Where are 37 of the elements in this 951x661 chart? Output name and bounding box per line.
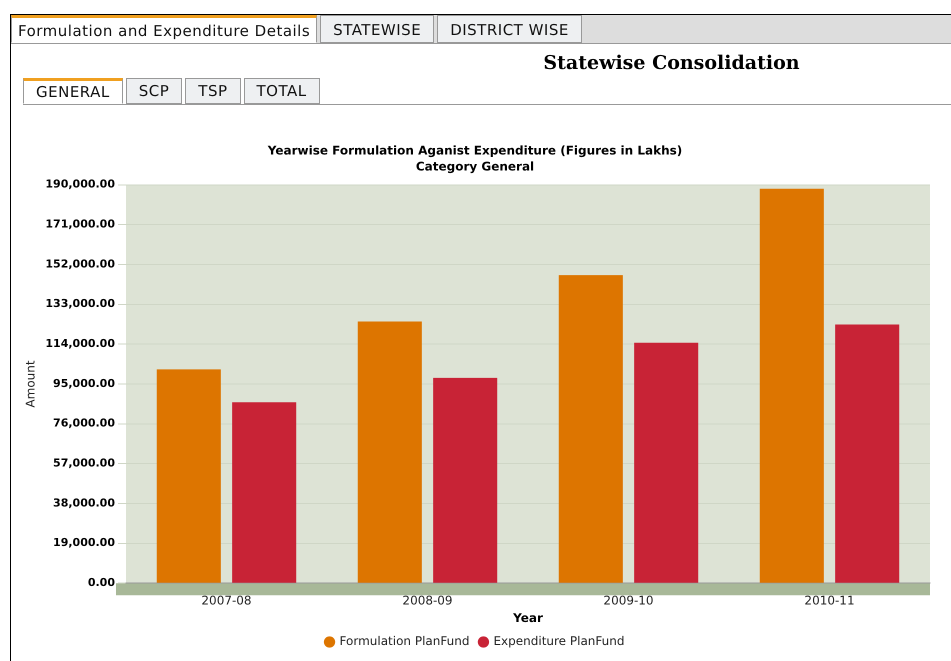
y-tick-label: 0.00 bbox=[88, 576, 116, 590]
x-tick-label: 2009-10 bbox=[603, 594, 654, 608]
x-axis-title: Year bbox=[512, 610, 543, 625]
text: TOTAL bbox=[244, 78, 320, 104]
text: GENERAL bbox=[23, 78, 123, 104]
chart-title: Yearwise Formulation Aganist Expenditure (Figures in Lakhs) bbox=[266, 143, 682, 158]
y-tick-label: 133,000.00 bbox=[45, 297, 116, 310]
y-tick-label: 152,000.00 bbox=[45, 257, 116, 270]
y-tick-label: 95,000.00 bbox=[53, 376, 116, 390]
bar bbox=[156, 369, 221, 583]
bar bbox=[835, 324, 900, 583]
bar bbox=[358, 322, 422, 583]
y-axis-title: Amount bbox=[23, 360, 38, 408]
bar bbox=[558, 275, 623, 583]
text: SCP bbox=[126, 78, 182, 104]
y-tick-label: 57,000.00 bbox=[53, 456, 116, 470]
text: Statewise Consolidation bbox=[542, 52, 801, 74]
chart-subtitle: Category General bbox=[416, 160, 534, 174]
y-tick-label: 19,000.00 bbox=[53, 536, 116, 550]
bar bbox=[634, 342, 698, 583]
x-tick-label: 2008-09 bbox=[402, 594, 453, 608]
y-tick-label: 190,000.00 bbox=[45, 178, 116, 191]
y-tick-label: 38,000.00 bbox=[53, 496, 116, 510]
bar bbox=[760, 188, 824, 583]
bar bbox=[433, 378, 498, 583]
y-tick-label: 114,000.00 bbox=[45, 337, 116, 350]
text: DISTRICT WISE bbox=[437, 15, 582, 43]
text: Formulation and Expenditure Details bbox=[11, 15, 318, 43]
text: TSP bbox=[185, 78, 241, 104]
y-tick-label: 171,000.00 bbox=[45, 218, 116, 230]
x-tick-label: 2010-11 bbox=[804, 594, 855, 608]
legend-label: Expenditure PlanFund bbox=[493, 634, 624, 648]
text: STATEWISE bbox=[320, 15, 434, 43]
legend-label: Formulation PlanFund bbox=[340, 634, 470, 648]
y-tick-label: 76,000.00 bbox=[53, 416, 116, 430]
x-tick-label: 2007-08 bbox=[201, 594, 252, 608]
bar bbox=[232, 402, 296, 583]
